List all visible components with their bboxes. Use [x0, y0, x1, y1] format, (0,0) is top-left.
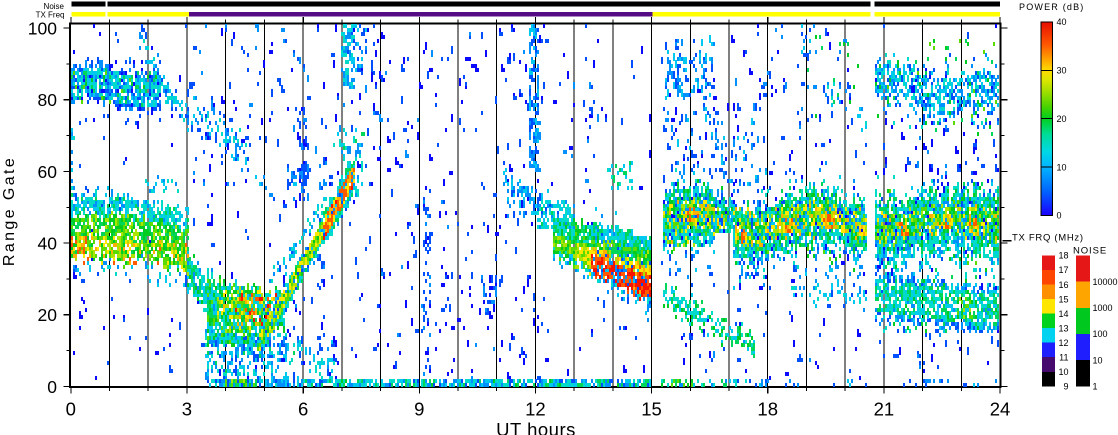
- svg-text:100: 100: [1093, 329, 1108, 339]
- svg-text:12: 12: [525, 399, 546, 420]
- svg-text:UT hours: UT hours: [496, 419, 576, 435]
- svg-text:10: 10: [1058, 367, 1068, 377]
- svg-text:21: 21: [874, 399, 895, 420]
- svg-text:60: 60: [38, 162, 58, 182]
- svg-text:0: 0: [47, 377, 57, 397]
- svg-text:0: 0: [66, 399, 76, 420]
- svg-text:80: 80: [38, 90, 58, 110]
- svg-text:15: 15: [641, 399, 662, 420]
- svg-text:24: 24: [990, 399, 1011, 420]
- svg-text:TX FRQ (MHz): TX FRQ (MHz): [1012, 232, 1084, 243]
- svg-text:10: 10: [1057, 162, 1067, 172]
- svg-text:POWER (dB): POWER (dB): [1019, 2, 1085, 12]
- svg-text:16: 16: [1058, 280, 1068, 290]
- svg-text:Range Gate: Range Gate: [1, 156, 18, 266]
- svg-text:10: 10: [1093, 355, 1103, 365]
- svg-text:3: 3: [182, 399, 192, 420]
- svg-text:15: 15: [1058, 294, 1068, 304]
- svg-text:Noise: Noise: [44, 2, 65, 11]
- svg-text:17: 17: [1058, 265, 1068, 275]
- svg-text:30: 30: [1057, 66, 1067, 76]
- svg-text:40: 40: [38, 234, 58, 254]
- svg-text:13: 13: [1058, 323, 1068, 333]
- svg-text:40: 40: [1057, 17, 1067, 27]
- svg-text:14: 14: [1058, 309, 1068, 319]
- svg-text:20: 20: [38, 305, 58, 325]
- svg-text:1: 1: [1093, 382, 1098, 392]
- svg-text:NOISE: NOISE: [1073, 246, 1107, 257]
- svg-text:18: 18: [757, 399, 778, 420]
- svg-text:9: 9: [1063, 382, 1068, 392]
- svg-text:TX Freq: TX Freq: [36, 11, 65, 20]
- svg-text:18: 18: [1058, 251, 1068, 261]
- svg-text:10000: 10000: [1093, 277, 1118, 287]
- svg-text:11: 11: [1059, 352, 1068, 362]
- svg-text:0: 0: [1057, 211, 1062, 221]
- svg-text:1000: 1000: [1093, 303, 1113, 313]
- svg-text:9: 9: [414, 399, 424, 420]
- svg-text:100: 100: [28, 19, 57, 39]
- svg-text:12: 12: [1058, 338, 1068, 348]
- svg-text:20: 20: [1057, 114, 1067, 124]
- svg-text:6: 6: [298, 399, 308, 420]
